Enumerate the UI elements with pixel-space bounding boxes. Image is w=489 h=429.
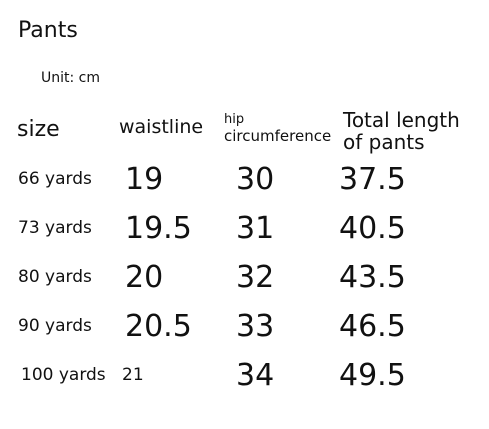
title: Pants xyxy=(18,18,78,43)
cell-value: 21 xyxy=(122,365,144,385)
cell-value: 19.5 xyxy=(125,211,192,246)
column-header: hip xyxy=(224,112,245,127)
cell-value: 30 xyxy=(236,162,275,197)
size-label: 66 yards xyxy=(18,169,92,189)
cell-value: 20.5 xyxy=(125,309,192,344)
column-header: size xyxy=(17,117,60,142)
cell-value: 43.5 xyxy=(339,260,406,295)
cell-value: 32 xyxy=(236,260,275,295)
cell-value: 46.5 xyxy=(339,309,406,344)
cell-value: 49.5 xyxy=(339,358,406,393)
cell-value: 40.5 xyxy=(339,211,406,246)
column-header: circumference xyxy=(224,127,332,145)
cell-value: 20 xyxy=(125,260,164,295)
size-label: 73 yards xyxy=(18,218,92,238)
cell-value: 33 xyxy=(236,309,275,344)
column-header: of pants xyxy=(343,130,425,154)
size-label: 80 yards xyxy=(18,267,92,287)
cell-value: 31 xyxy=(236,211,275,246)
column-header: waistline xyxy=(119,116,204,138)
cell-value: 19 xyxy=(125,162,164,197)
cell-value: 37.5 xyxy=(339,162,406,197)
cell-value: 34 xyxy=(236,358,275,393)
column-header: Total length xyxy=(343,108,460,132)
size-label: 90 yards xyxy=(18,316,92,336)
size-label: 100 yards xyxy=(21,365,106,385)
unit: Unit: cm xyxy=(41,70,101,86)
